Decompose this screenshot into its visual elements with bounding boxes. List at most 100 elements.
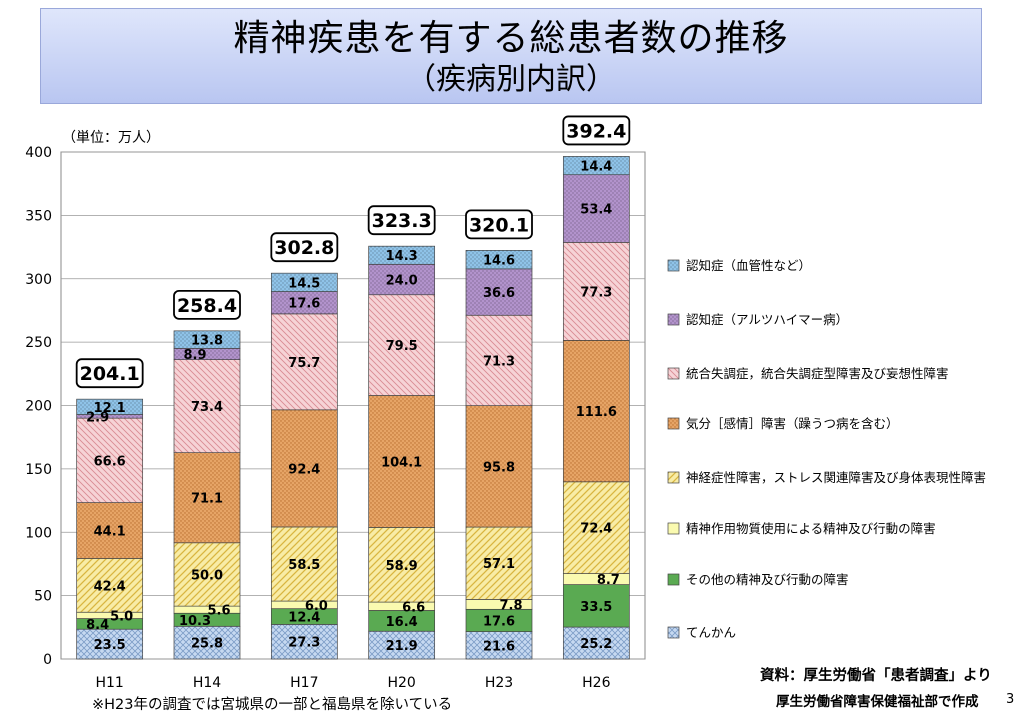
legend-label: 精神作用物質使用による精神及び行動の障害: [686, 521, 936, 536]
legend-label: てんかん: [686, 625, 736, 640]
segment-label: 71.3: [483, 354, 515, 369]
segment-label: 95.8: [483, 460, 515, 475]
bar-segment-texture: [76, 399, 143, 415]
legend-label: 認知症（アルツハイマー病）: [686, 312, 848, 327]
x-tick-label: H11: [95, 675, 123, 691]
segment-label: 12.4: [288, 611, 320, 626]
bar-H26: [562, 156, 630, 660]
bar-segment: [368, 631, 435, 659]
legend-item: その他の精神及び行動の障害: [667, 572, 849, 587]
bar-segment: [174, 359, 240, 453]
bar-segment: [368, 395, 435, 528]
bar-segment: [563, 481, 630, 574]
segment-label: 104.1: [381, 455, 422, 470]
legend-swatch-outline: [667, 626, 680, 639]
bars: [76, 156, 630, 660]
x-tick-label: H26: [582, 675, 610, 691]
chart-title: 精神疾患を有する総患者数の推移: [233, 18, 789, 59]
segment-label: 12.1: [94, 401, 126, 416]
bar-segment-texture: [271, 273, 338, 292]
segment-label: 58.9: [386, 559, 418, 574]
legend-swatch: [668, 574, 679, 585]
bar-segment-texture: [271, 291, 338, 314]
x-tick-label: H20: [387, 675, 415, 691]
legend-swatch-texture: [668, 260, 679, 271]
segment-label: 71.1: [191, 492, 223, 507]
segment-label: 14.3: [386, 249, 418, 264]
segment-label: 2.9: [86, 410, 109, 425]
segment-label: 14.4: [580, 160, 612, 175]
legend-swatch: [668, 368, 679, 379]
bar-segment: [76, 558, 143, 613]
total-label: 258.4: [177, 295, 237, 317]
legend-swatch-outline: [667, 522, 680, 535]
bar-segment: [76, 618, 143, 630]
bar-segment-texture: [368, 264, 435, 295]
bar-segment-texture: [76, 414, 143, 419]
segment-labels: 23.5 8.45.0 42.4 44.1 66.6 2.912.1 25.8 10.35.6…: [86, 160, 620, 655]
bar-segment: [76, 502, 143, 559]
bar-segment-texture: [466, 250, 532, 269]
page-number: 3: [1006, 692, 1015, 707]
segment-label: 27.3: [288, 636, 320, 651]
bar-segment-texture: [563, 174, 630, 243]
bar-segment-outline: [562, 156, 630, 176]
segment-label: 7.8: [499, 598, 522, 613]
bar-segment: [563, 584, 630, 628]
legend-swatch-outline: [667, 259, 680, 272]
legend-swatch-texture: [668, 314, 679, 325]
bar-segment: [76, 612, 143, 619]
y-tick-label: 300: [25, 272, 52, 288]
total-box: [367, 205, 436, 236]
bar-segment: [368, 527, 435, 603]
y-tick-label: 400: [25, 145, 52, 161]
bar-H20: [368, 245, 436, 660]
segment-label: 21.9: [386, 639, 418, 654]
segment-label: 23.5: [94, 638, 126, 653]
bar-segment: [271, 526, 338, 602]
segment-label: 24.0: [386, 274, 418, 289]
segment-label: 16.4: [386, 615, 418, 630]
legend-swatch: [668, 418, 679, 429]
bar-segment: [466, 527, 532, 600]
bar-segment: [466, 405, 532, 528]
bar-segment-outline: [465, 250, 533, 270]
segment-label: 13.8: [191, 334, 223, 349]
bar-segment: [368, 294, 435, 396]
segment-label: 57.1: [483, 557, 515, 572]
total-label: 392.4: [566, 120, 626, 142]
total-label: 204.1: [80, 363, 140, 385]
bar-segment: [174, 626, 240, 659]
bar-segment: [466, 631, 532, 659]
legend-item: 認知症（血管性など）: [667, 258, 811, 273]
segment-label: 17.6: [288, 297, 320, 312]
total-box: [75, 358, 144, 389]
total-label: 302.8: [274, 237, 334, 259]
segment-label: 58.5: [288, 558, 320, 573]
bar-H23: [465, 250, 533, 660]
segment-label: 50.0: [191, 568, 223, 583]
legend-swatch-outline: [667, 471, 680, 484]
segment-label: 8.4: [86, 618, 109, 633]
legend-swatch-outline: [667, 573, 680, 586]
x-tick-label: H23: [485, 675, 513, 691]
y-tick-label: 100: [25, 525, 52, 541]
segment-label: 79.5: [386, 339, 418, 354]
bar-segment: [76, 629, 143, 659]
bar-segment: [271, 313, 338, 410]
chart-subtitle: （疾病別内訳）: [406, 62, 616, 97]
legend-label: 認知症（血管性など）: [686, 258, 811, 273]
legend-item: 統合失調症，統合失調症型障害及び妄想性障害: [667, 366, 949, 381]
bar-H14: [173, 330, 241, 660]
legend-label: 神経症性障害，ストレス関連障害及び身体表現性障害: [686, 470, 986, 485]
legend-label: 気分［感情］障害（躁うつ病を含む）: [686, 416, 899, 431]
segment-label: 92.4: [288, 462, 320, 477]
legend-label: その他の精神及び行動の障害: [686, 572, 849, 587]
x-tick-label: H17: [290, 675, 318, 691]
segment-label: 44.1: [94, 525, 126, 540]
segment-label: 10.3: [179, 614, 211, 629]
bar-segment-texture: [174, 330, 240, 349]
bar-segment: [466, 599, 532, 610]
bar-segment: [466, 609, 532, 632]
